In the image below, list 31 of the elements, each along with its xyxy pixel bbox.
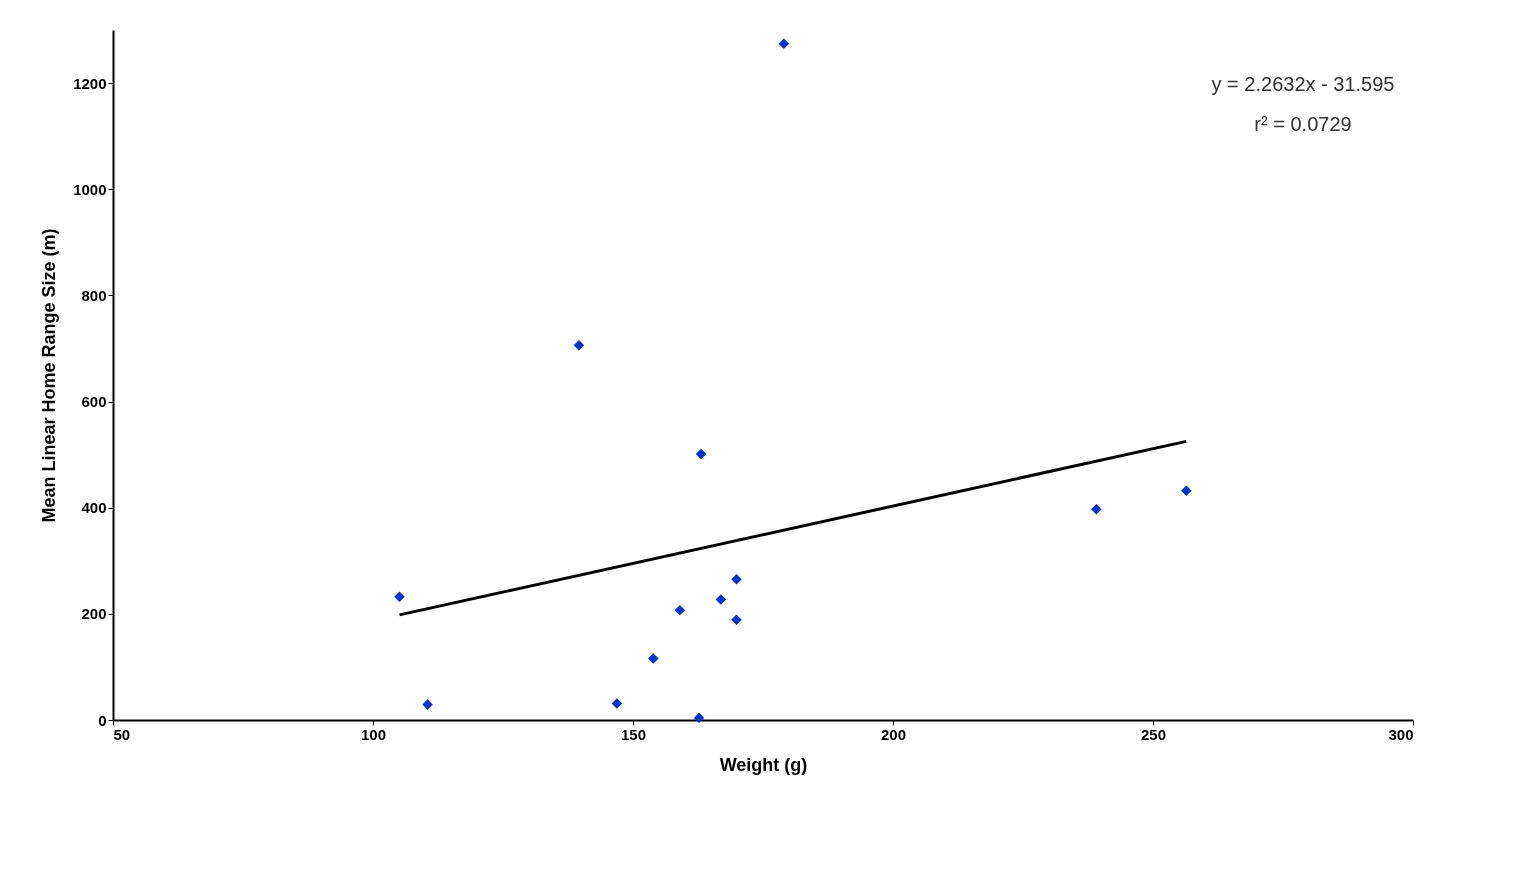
point xyxy=(731,614,742,625)
x-tick-label: 100 xyxy=(360,725,387,743)
y-tick-label: 0 xyxy=(98,711,107,729)
x-tick-label: 150 xyxy=(620,725,647,743)
point xyxy=(778,38,790,50)
point xyxy=(1181,485,1192,496)
point xyxy=(394,591,405,603)
x-tick-label: 50 xyxy=(113,725,131,743)
y-tick-label: 1200 xyxy=(73,74,107,92)
point xyxy=(695,448,707,460)
y-tick-label: 1000 xyxy=(73,180,107,198)
x-tick-label: 200 xyxy=(880,725,907,743)
y-tick-label: 400 xyxy=(81,499,107,517)
point xyxy=(731,574,742,585)
point xyxy=(611,698,623,709)
point xyxy=(1091,504,1102,515)
point xyxy=(422,699,433,710)
x-axis-title: Weight (g) xyxy=(719,754,808,775)
x-tick-label: 250 xyxy=(1140,725,1167,743)
annotation: r² = 0.0729 xyxy=(1254,113,1352,135)
point xyxy=(715,594,727,605)
point xyxy=(648,653,659,664)
y-axis-title: Mean Linear Home Range Size (m) xyxy=(39,228,60,523)
point xyxy=(573,340,585,351)
point xyxy=(674,604,686,616)
y-tick-label: 800 xyxy=(81,286,107,304)
x-tick-label: 300 xyxy=(1388,725,1414,743)
point xyxy=(693,712,705,724)
annotation: y = 2.2632x - 31.595 xyxy=(1211,73,1395,95)
y-tick-label: 600 xyxy=(81,393,107,411)
y-tick-label: 200 xyxy=(81,605,107,623)
